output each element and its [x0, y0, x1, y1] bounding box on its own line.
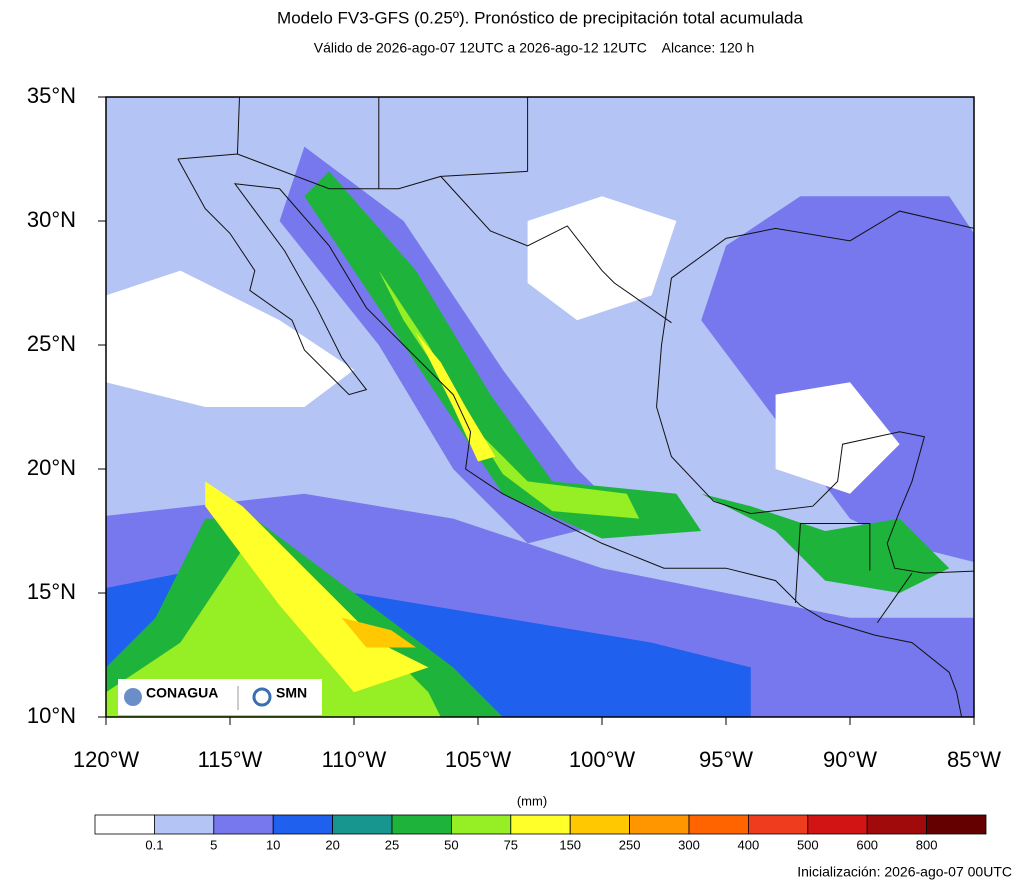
boundary-line	[177, 153, 672, 324]
colorbar-label: 75	[504, 837, 518, 852]
precip-area	[701, 196, 974, 563]
colorbar-box	[629, 814, 690, 835]
boundary-line	[656, 210, 974, 574]
colorbar-label: 400	[738, 837, 760, 852]
colorbar-box	[688, 814, 749, 835]
colorbar-label: 0.1	[145, 837, 163, 852]
logo-icon	[124, 688, 142, 706]
x-tick-label: 100°W	[569, 747, 636, 772]
precip-area	[775, 382, 900, 494]
colorbar-box	[332, 814, 393, 835]
colorbar-label: 20	[325, 837, 339, 852]
colorbar-label: 10	[266, 837, 280, 852]
colorbar-box	[272, 814, 334, 835]
precip-area	[341, 617, 416, 648]
colorbar-label: 300	[678, 837, 700, 852]
boundary-line	[236, 97, 240, 155]
colorbar-label: 800	[916, 837, 938, 852]
colorbar-box	[807, 814, 868, 835]
colorbar-box	[866, 814, 928, 835]
logos: CONAGUA SMN	[118, 679, 322, 715]
boundary-line	[794, 523, 871, 603]
colorbar-label: 500	[797, 837, 819, 852]
precip-area	[106, 270, 354, 407]
x-tick-label: 105°W	[445, 747, 512, 772]
precip-area	[304, 171, 702, 539]
colorbar-box	[510, 814, 571, 835]
colorbar-box	[926, 814, 987, 835]
map-frame	[105, 96, 975, 718]
precip-area	[378, 270, 640, 519]
colorbar-box	[569, 814, 631, 835]
boundary-line	[876, 572, 913, 624]
title: Modelo FV3-GFS (0.25º). Pronóstico de pr…	[277, 8, 803, 27]
colorbar-label: 5	[210, 837, 217, 852]
coastlines	[177, 97, 974, 717]
x-tick-label: 115°W	[198, 747, 263, 772]
logo-smn: SMN	[276, 685, 307, 701]
colorbar-box	[213, 814, 274, 835]
x-tick-label: 120°W	[73, 747, 140, 772]
colorbar-unit: (mm)	[517, 793, 547, 808]
precipitation-field	[106, 97, 974, 717]
subtitle: Válido de 2026-ago-07 12UTC a 2026-ago-1…	[314, 40, 755, 56]
boundary-line	[177, 158, 963, 717]
y-tick-label: 35°N	[27, 83, 76, 108]
logo-box	[118, 679, 322, 715]
y-tick-label: 20°N	[27, 455, 76, 480]
colorbar-box	[391, 814, 452, 835]
y-tick-label: 15°N	[27, 579, 76, 604]
logo-conagua: CONAGUA	[146, 685, 218, 701]
x-tick-label: 85°W	[947, 747, 1001, 772]
colorbar-box	[153, 814, 215, 835]
y-tick-label: 30°N	[27, 207, 76, 232]
colorbar-label: 25	[385, 837, 399, 852]
y-tick-label: 25°N	[27, 331, 76, 356]
colorbar-label: 50	[444, 837, 458, 852]
x-tick-label: 110°W	[322, 747, 387, 772]
y-tick-label: 10°N	[27, 703, 76, 728]
colorbar-box	[94, 814, 155, 835]
precip-area	[701, 493, 950, 593]
x-tick-label: 90°W	[823, 747, 877, 772]
boundary-line	[440, 170, 528, 177]
colorbar-box	[748, 814, 809, 835]
x-tick-label: 95°W	[699, 747, 753, 772]
precip-area	[416, 332, 496, 462]
footer: Inicialización: 2026-ago-07 00UTC	[797, 864, 1012, 880]
colorbar-label: 250	[619, 837, 641, 852]
colorbar-label: 600	[856, 837, 878, 852]
colorbar-box	[450, 814, 512, 835]
colorbar-label: 150	[559, 837, 581, 852]
logo-icon	[252, 687, 272, 707]
